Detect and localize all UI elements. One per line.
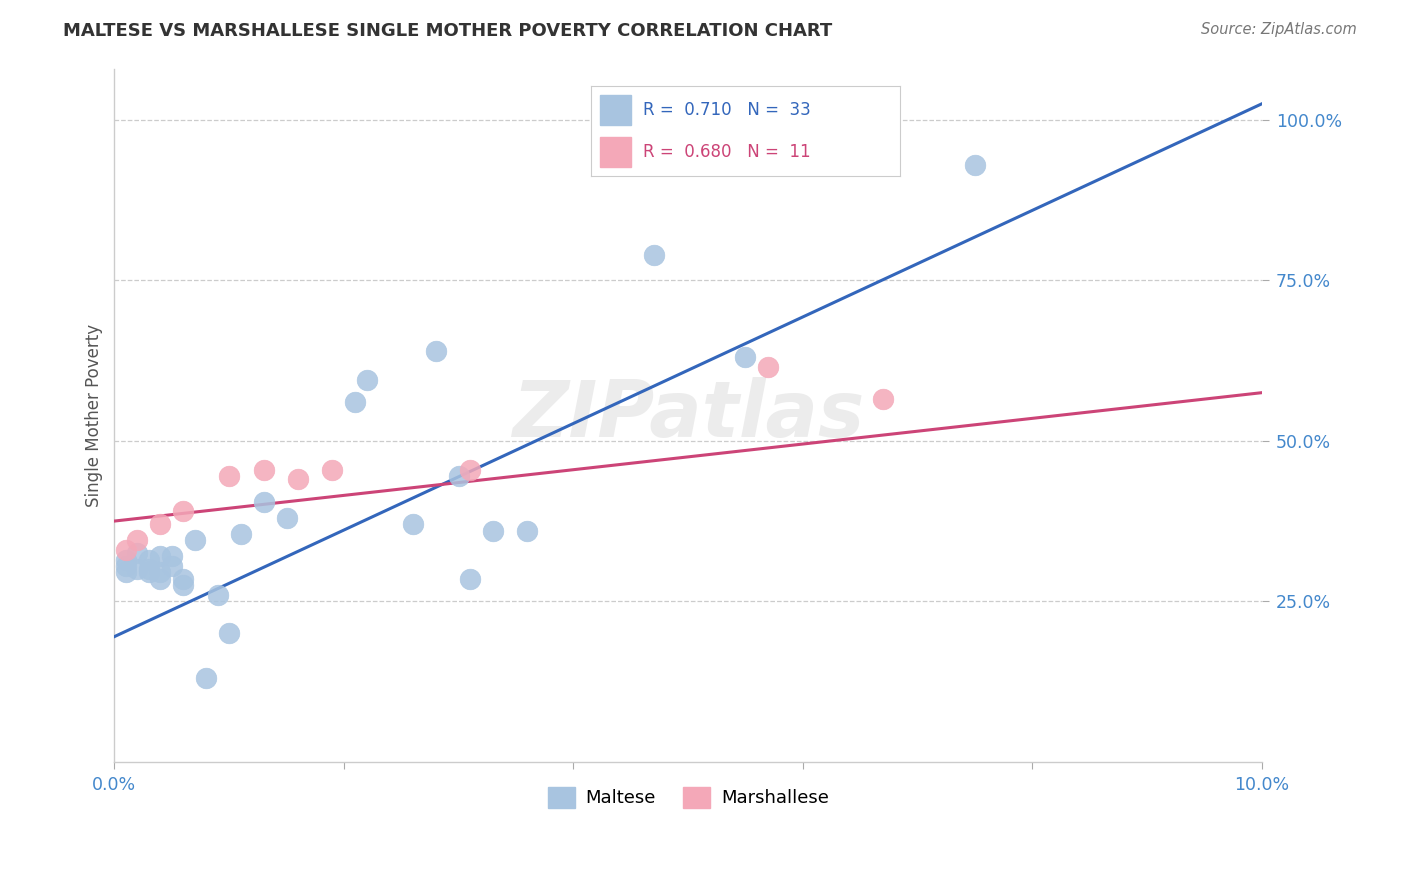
Point bbox=[127, 533, 149, 548]
Text: MALTESE VS MARSHALLESE SINGLE MOTHER POVERTY CORRELATION CHART: MALTESE VS MARSHALLESE SINGLE MOTHER POV… bbox=[63, 22, 832, 40]
Point bbox=[127, 562, 149, 576]
Point bbox=[207, 588, 229, 602]
Point bbox=[115, 552, 138, 566]
Point bbox=[758, 359, 780, 374]
Point bbox=[183, 533, 205, 548]
Point bbox=[252, 495, 274, 509]
Legend: Maltese, Marshallese: Maltese, Marshallese bbox=[540, 780, 837, 815]
Point bbox=[344, 395, 367, 409]
Point bbox=[447, 469, 470, 483]
Point bbox=[276, 511, 298, 525]
Point bbox=[963, 158, 986, 172]
Point bbox=[115, 559, 138, 574]
Point bbox=[149, 572, 172, 586]
Point bbox=[160, 559, 183, 574]
Point bbox=[458, 572, 481, 586]
Point bbox=[149, 549, 172, 564]
Point bbox=[218, 626, 240, 640]
Point bbox=[287, 472, 309, 486]
Point bbox=[115, 543, 138, 558]
Point bbox=[160, 549, 183, 564]
Point bbox=[356, 373, 378, 387]
Text: Source: ZipAtlas.com: Source: ZipAtlas.com bbox=[1201, 22, 1357, 37]
Point bbox=[516, 524, 538, 538]
Point bbox=[482, 524, 505, 538]
Point bbox=[425, 343, 447, 358]
Point bbox=[138, 566, 160, 580]
Point bbox=[321, 463, 343, 477]
Point bbox=[138, 562, 160, 576]
Point bbox=[402, 517, 425, 532]
Point bbox=[229, 527, 252, 541]
Point bbox=[458, 463, 481, 477]
Point bbox=[138, 552, 160, 566]
Point bbox=[195, 671, 218, 685]
Point bbox=[172, 504, 194, 518]
Point bbox=[172, 572, 194, 586]
Point bbox=[149, 517, 172, 532]
Point bbox=[252, 463, 274, 477]
Text: ZIPatlas: ZIPatlas bbox=[512, 377, 865, 453]
Point bbox=[643, 248, 665, 262]
Y-axis label: Single Mother Poverty: Single Mother Poverty bbox=[86, 324, 103, 507]
Point bbox=[127, 546, 149, 560]
Point bbox=[218, 469, 240, 483]
Point bbox=[172, 578, 194, 592]
Point bbox=[149, 566, 172, 580]
Point bbox=[115, 566, 138, 580]
Point bbox=[734, 351, 756, 365]
Point bbox=[872, 392, 894, 406]
